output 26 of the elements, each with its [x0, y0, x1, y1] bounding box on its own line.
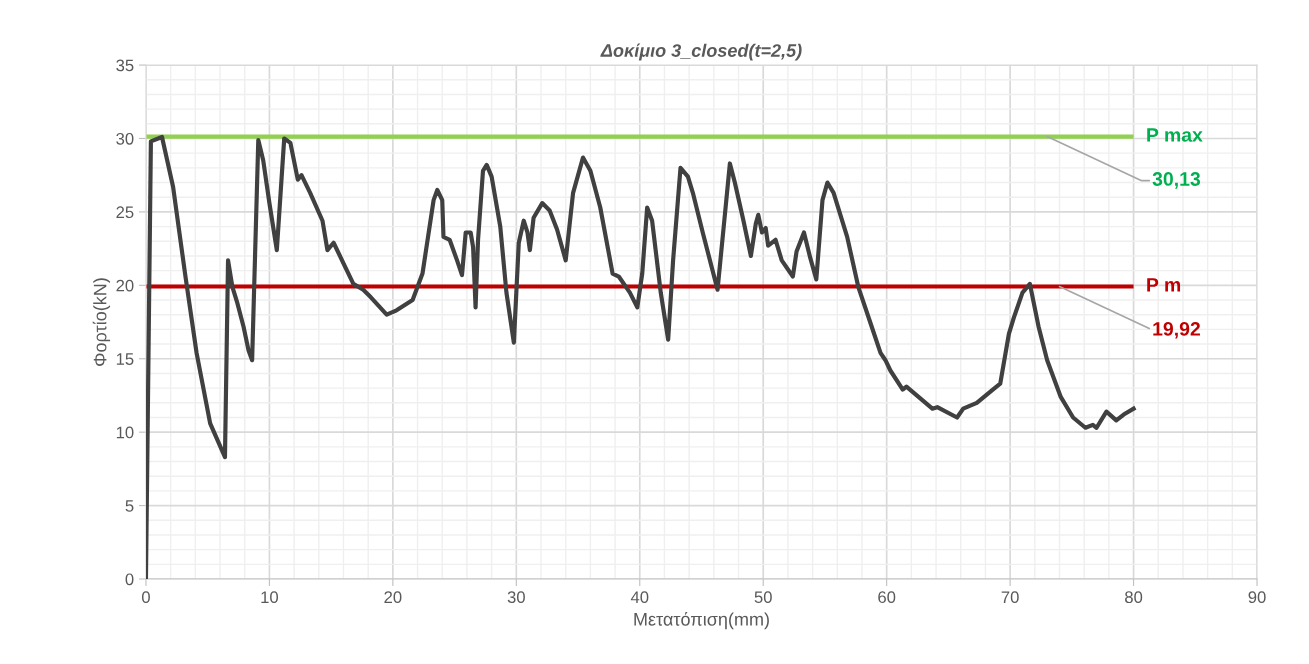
- y-axis-title: Φορτίο(kN): [92, 278, 111, 366]
- x-tick-label: 50: [754, 591, 772, 604]
- x-tick-label: 30: [507, 591, 525, 604]
- x-tick-label: 0: [141, 591, 150, 604]
- y-tick-label: 5: [125, 500, 134, 512]
- ref-line-label: P m: [1147, 278, 1181, 292]
- chart-title: Δοκίμιο 3_closed(t=2,5): [600, 43, 802, 61]
- y-tick-label: 35: [116, 59, 134, 72]
- annotation: 30,13: [1152, 172, 1201, 189]
- ref-line-label: P max: [1147, 128, 1203, 142]
- annotation: 19,92: [1153, 322, 1200, 339]
- y-tick-label: 20: [116, 279, 134, 292]
- y-tick-label: 15: [116, 353, 134, 365]
- x-tick-label: 90: [1248, 591, 1266, 604]
- x-tick-label: 80: [1125, 591, 1143, 604]
- x-axis-title: Μετατόπιση(mm): [634, 611, 769, 630]
- y-tick-label: 10: [116, 426, 134, 439]
- x-tick-label: 10: [261, 591, 279, 604]
- y-tick-label: 30: [116, 132, 134, 145]
- line-series: [145, 134, 1136, 580]
- y-tick-label: 25: [116, 206, 134, 219]
- x-tick-label: 20: [384, 591, 402, 604]
- x-tick-label: 60: [878, 591, 896, 604]
- y-tick-label: 0: [125, 573, 134, 586]
- x-tick-label: 40: [630, 591, 649, 604]
- x-tick-label: 70: [1001, 591, 1019, 604]
